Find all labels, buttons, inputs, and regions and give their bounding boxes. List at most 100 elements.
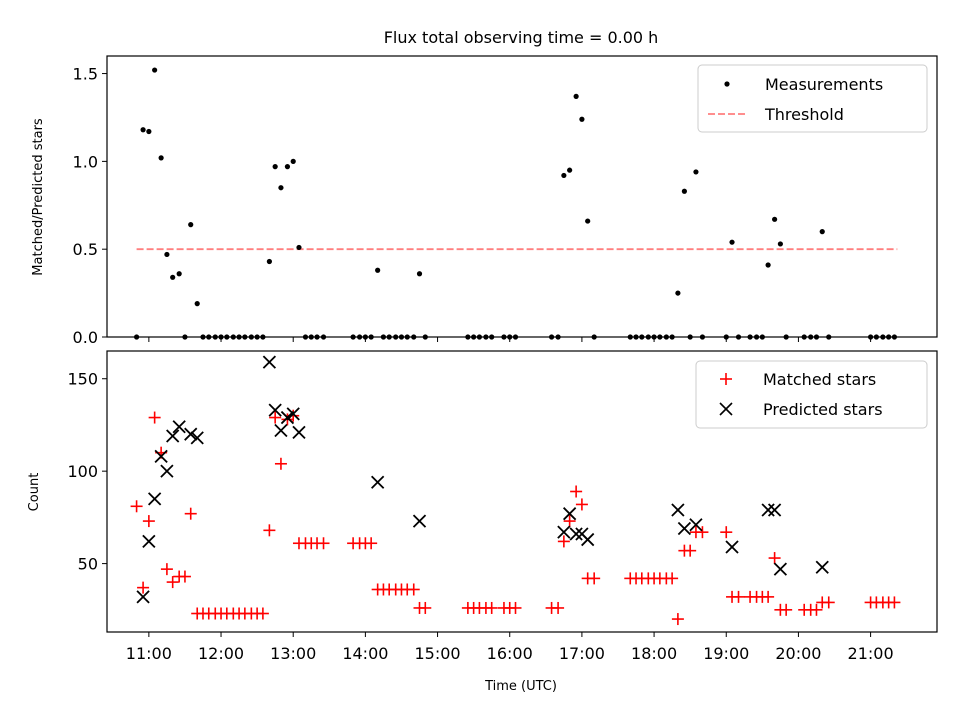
predicted-star-point	[689, 518, 703, 532]
legend-matched-label: Matched stars	[763, 370, 876, 389]
predicted-star-point	[147, 492, 162, 506]
predicted-star-point	[761, 503, 775, 517]
measurement-point	[729, 239, 735, 245]
matched-star-point	[720, 526, 733, 539]
matched-star-point	[888, 596, 901, 609]
predicted-star-point	[160, 464, 174, 478]
bottom-legend-frame	[695, 360, 928, 429]
bottom-axes-frame	[106, 350, 938, 633]
predicted-star-point	[184, 427, 198, 441]
predicted-star-point	[268, 403, 282, 417]
predicted-star-point	[280, 410, 295, 425]
top-y-tick-label: 1.5	[73, 65, 98, 84]
x-tick-label: 11:00	[126, 644, 172, 663]
matched-star-point	[160, 563, 173, 576]
legend-measurements-marker	[724, 81, 730, 87]
measurement-point	[170, 274, 176, 280]
measurement-point	[164, 251, 170, 258]
matched-star-point	[588, 572, 601, 585]
matched-star-point	[768, 552, 781, 565]
measurement-point	[290, 158, 296, 164]
matched-star-point	[732, 590, 745, 603]
measurement-point	[375, 267, 381, 273]
measurement-point	[772, 216, 778, 222]
legend-predicted-marker	[719, 402, 733, 416]
top-y-tick-label: 0.0	[73, 328, 98, 347]
predicted-star-point	[172, 420, 186, 434]
measurement-point	[152, 67, 158, 73]
matched-star-point	[563, 515, 576, 528]
predicted-star-point	[286, 407, 300, 421]
matched-star-point	[822, 596, 835, 609]
legend-measurements-label: Measurements	[765, 75, 883, 94]
top-title: Flux total observing time = 0.00 h	[384, 28, 659, 47]
top-legend-frame	[697, 64, 928, 133]
matched-star-point	[365, 537, 378, 550]
bottom-y-tick-label: 150	[67, 370, 98, 389]
predicted-star-point	[142, 534, 156, 549]
measurement-point	[585, 218, 591, 224]
x-tick-label: 18:00	[631, 644, 677, 663]
matched-star-point	[780, 603, 793, 616]
predicted-star-point	[262, 355, 277, 369]
matched-star-point	[557, 535, 570, 548]
predicted-star-point	[292, 425, 306, 439]
measurement-point	[579, 116, 585, 122]
x-tick-label: 16:00	[487, 644, 533, 663]
measurement-point	[561, 172, 567, 179]
predicted-star-point	[677, 521, 692, 536]
matched-star-point	[263, 524, 276, 537]
matched-star-point	[666, 572, 679, 585]
measurement-point	[272, 164, 278, 170]
x-tick-label: 17:00	[559, 644, 605, 663]
bottom-legend: Matched stars Predicted stars	[695, 360, 928, 429]
top-y-ticks: 0.0 0.5 1.0 1.5	[73, 65, 107, 347]
predicted-star-point	[767, 503, 782, 517]
measurement-point	[573, 93, 579, 99]
predicted-star-point	[815, 560, 829, 574]
matched-star-point	[137, 581, 150, 594]
x-tick-label: 19:00	[703, 644, 749, 663]
matched-star-point	[166, 576, 179, 589]
predicted-star-point	[136, 590, 150, 604]
measurement-point	[284, 164, 291, 170]
predicted-star-point	[166, 429, 180, 443]
bottom-x-ticks: 11:00 12:00 13:00 14:00 15:00 16:00 17:00 18:00…	[126, 632, 894, 663]
x-axis-label: Time (UTC)	[484, 679, 557, 694]
matched-star-point	[684, 544, 697, 557]
predicted-star-points	[136, 355, 829, 604]
matched-star-point	[762, 590, 775, 603]
predicted-star-point	[274, 423, 288, 438]
top-y-axis-label: Matched/Predicted stars	[31, 118, 46, 276]
matched-star-point	[419, 601, 432, 614]
top-axes-frame	[106, 55, 938, 338]
matched-star-point	[810, 603, 823, 616]
bottom-panel: Count Time (UTC) 50 100 150 11:00 12:00 13:0…	[27, 350, 938, 694]
matched-star-point	[407, 583, 420, 596]
measurement-point	[777, 241, 783, 247]
measurement-point	[693, 169, 699, 175]
predicted-star-point	[557, 525, 571, 539]
measurement-point	[675, 290, 681, 296]
matched-star-point	[184, 507, 197, 520]
measurement-point	[194, 301, 200, 307]
matched-star-point	[130, 500, 143, 513]
matched-star-point	[485, 601, 498, 614]
matched-star-point	[256, 607, 269, 620]
matched-star-point	[570, 485, 583, 498]
predicted-star-point	[371, 475, 385, 489]
matched-star-point	[148, 411, 161, 424]
measurement-point	[188, 222, 194, 228]
measurement-point	[416, 271, 423, 277]
legend-matched-marker	[720, 373, 732, 385]
matched-star-point	[274, 457, 287, 470]
bottom-y-ticks: 50 100 150	[67, 370, 107, 574]
predicted-star-point	[671, 503, 685, 517]
matched-star-point	[142, 515, 155, 528]
predicted-star-point	[562, 507, 577, 521]
predicted-star-point	[190, 431, 204, 445]
matched-star-point	[552, 601, 565, 614]
matched-star-point	[317, 537, 330, 550]
measurement-point	[567, 167, 573, 173]
x-tick-label: 12:00	[198, 644, 244, 663]
